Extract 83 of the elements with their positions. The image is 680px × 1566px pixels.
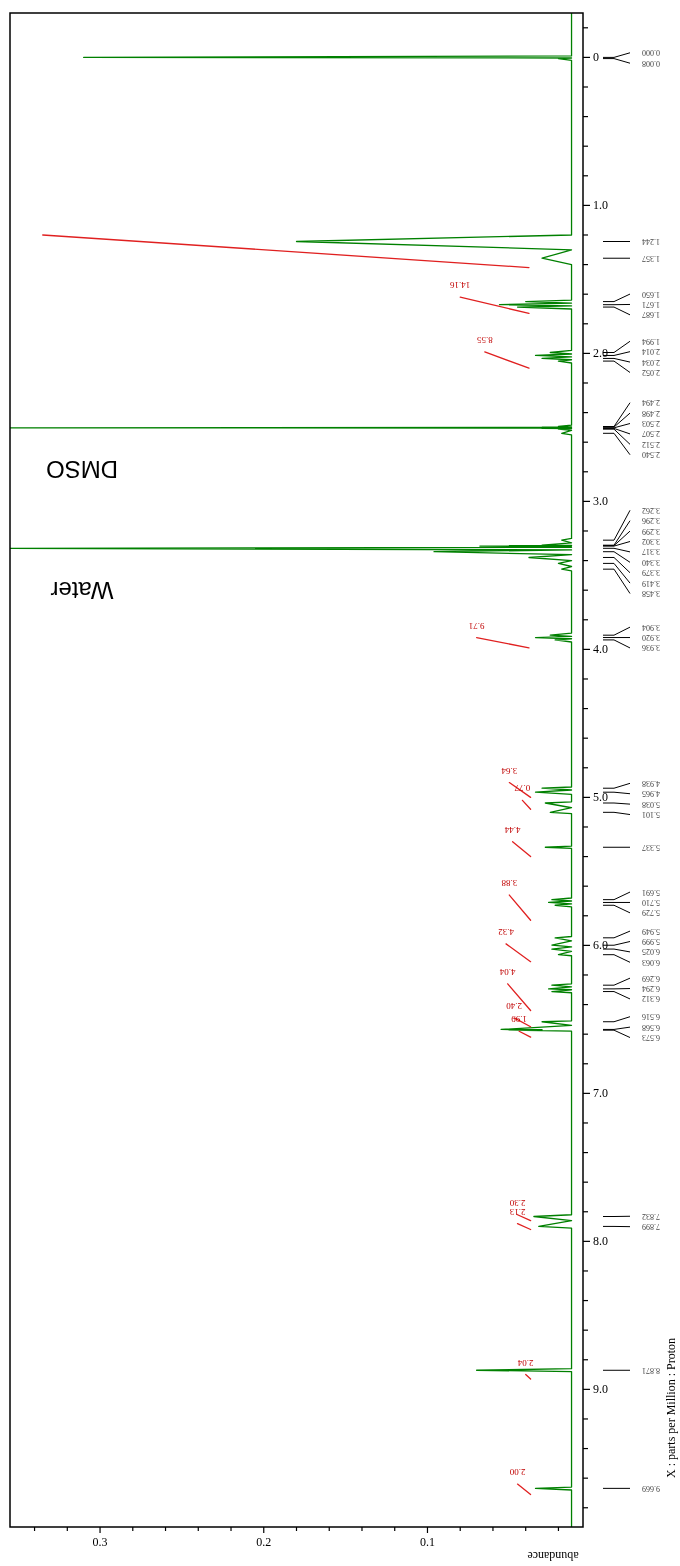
text: 2.507	[642, 429, 660, 439]
text: 2.052	[642, 367, 660, 377]
text: 2.512	[642, 439, 660, 449]
text: 2.494	[642, 398, 660, 408]
y-tick-label: 7.0	[593, 1086, 608, 1101]
y-tick-label: 0	[593, 50, 599, 65]
text: 5.710	[642, 897, 660, 907]
x-tick-label: 0.1	[419, 1535, 435, 1549]
annotation: 4.44	[504, 824, 521, 835]
text: 0.000	[642, 48, 660, 58]
text: 6.025	[642, 947, 660, 957]
text: 5.038	[642, 799, 660, 809]
text: 6.063	[642, 957, 660, 967]
y-tick-label: 6.0	[593, 938, 608, 953]
text: 5.949	[642, 926, 660, 936]
annotation: 4.32	[498, 926, 514, 937]
text: 6.516	[642, 1012, 660, 1022]
text: 5.729	[642, 908, 660, 918]
y-tick-label: 5.0	[593, 790, 608, 805]
text: 9.669	[642, 1483, 660, 1493]
annotation: 2.00	[509, 1467, 526, 1478]
y-tick-label: 4.0	[593, 642, 608, 657]
x-tick-label: 0.3	[92, 1535, 108, 1549]
text: 6.269	[642, 973, 660, 983]
text: 1.687	[642, 310, 660, 320]
annotation: 9.71	[468, 620, 485, 631]
text: 3.419	[642, 578, 660, 588]
y-axis-title: X : parts per Million : Proton	[664, 1338, 678, 1478]
text: 0.008	[642, 58, 660, 68]
y-tick-label: 1.0	[593, 198, 608, 213]
text: 2.498	[642, 408, 660, 418]
annotation: 0.77	[514, 783, 531, 794]
annotation: 2.13	[509, 1206, 526, 1217]
text: 3.458	[642, 589, 660, 598]
annotation: 2.40	[505, 1000, 523, 1011]
text: 2.014	[642, 347, 660, 357]
annotation: 2.04	[517, 1357, 534, 1368]
text: 1.650	[642, 289, 660, 299]
text: 2.540	[642, 450, 660, 460]
annotation: 14.16	[449, 280, 471, 291]
text: 3.340	[642, 557, 660, 567]
x-tick-label: 0.2	[256, 1535, 272, 1549]
text: 3.299	[642, 526, 660, 536]
text: 1.671	[642, 299, 660, 309]
text: 3.317	[642, 547, 660, 557]
annotation: 3.64	[500, 765, 518, 776]
text: 3.379	[642, 568, 660, 578]
text: 7.832	[642, 1211, 660, 1221]
text: 2.503	[642, 419, 660, 429]
text: 4.965	[642, 789, 660, 799]
annotation: 1.99	[510, 1014, 528, 1025]
annotation: 8.55	[476, 334, 493, 345]
annotation: 3.88	[500, 878, 518, 889]
text: 3.936	[642, 643, 660, 653]
text: 5.691	[642, 887, 660, 897]
annotation: 2.30	[509, 1197, 526, 1208]
text: 6.568	[642, 1022, 660, 1032]
text: 5.999	[642, 937, 660, 947]
text: 3.302	[642, 537, 660, 546]
text: 3.296	[642, 516, 660, 526]
text: 3.904	[642, 622, 660, 632]
text: 6.294	[642, 984, 660, 994]
line-series	[10, 13, 573, 1527]
text: 6.312	[642, 994, 660, 1004]
text: 1.994	[642, 336, 660, 346]
x-axis-title: abundance	[527, 1549, 579, 1563]
text: 1.244	[642, 237, 660, 247]
y-tick-label: 8.0	[593, 1234, 608, 1249]
text: 6.573	[642, 1033, 660, 1043]
annotation: 4.04	[499, 966, 516, 977]
annotation: DMSO	[46, 456, 118, 484]
y-tick-label: 3.0	[593, 494, 608, 509]
text: 5.101	[642, 810, 660, 820]
text: 5.337	[642, 842, 660, 852]
text: 3.920	[642, 633, 660, 643]
text: 4.938	[642, 778, 660, 788]
text: 2.034	[642, 357, 660, 367]
text: 8.871	[642, 1365, 660, 1375]
text: 1.357	[642, 253, 660, 263]
text: 7.899	[642, 1222, 660, 1232]
y-tick-label: 9.0	[593, 1382, 608, 1397]
text: 3.262	[642, 505, 660, 515]
annotation: Water	[50, 576, 114, 604]
